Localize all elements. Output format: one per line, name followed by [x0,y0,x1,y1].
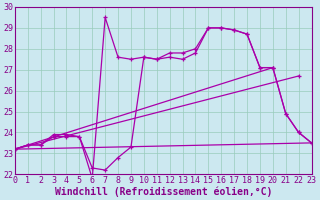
X-axis label: Windchill (Refroidissement éolien,°C): Windchill (Refroidissement éolien,°C) [54,186,272,197]
